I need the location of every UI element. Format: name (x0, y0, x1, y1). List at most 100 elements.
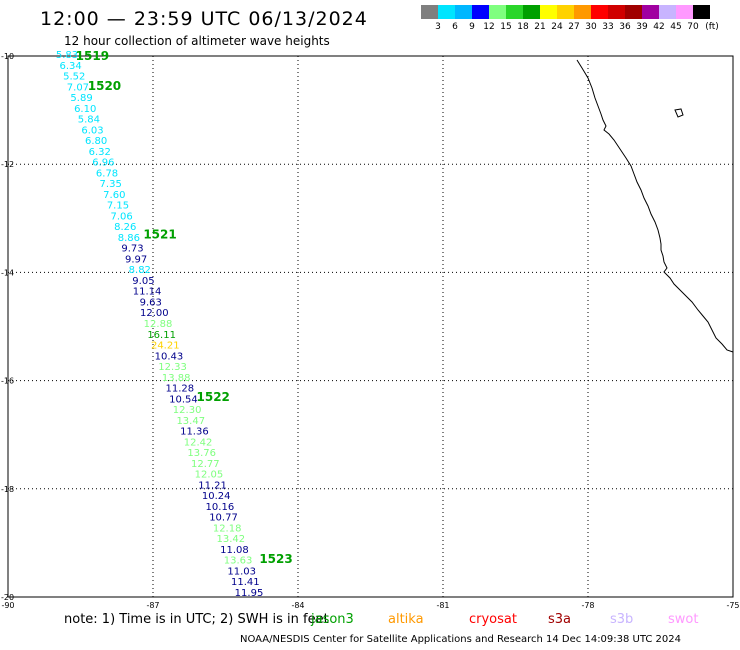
lat-tick-label: -12 (1, 160, 14, 169)
wave-height-value: 13.47 (176, 416, 205, 427)
wave-height-value: 12.33 (158, 362, 187, 373)
legend-label: 3 (435, 22, 441, 32)
legend-swatch (540, 5, 557, 19)
wave-height-value: 11.08 (220, 545, 249, 556)
wave-height-value: 13.76 (187, 448, 216, 459)
wave-height-value: 5.52 (63, 72, 85, 83)
orbit-time-label: 1523 (259, 552, 292, 566)
lat-tick-label: -20 (1, 593, 14, 602)
satellite-label-s3b: s3b (610, 612, 634, 627)
legend-swatch (489, 5, 506, 19)
orbit-time-label: 1520 (88, 79, 121, 93)
legend-label: 27 (568, 22, 580, 32)
orbit-time-label: 1522 (197, 390, 230, 404)
footnote: note: 1) Time is in UTC; 2) SWH is in fe… (64, 612, 329, 627)
legend-swatch (574, 5, 591, 19)
wave-height-value: 6.10 (74, 104, 96, 115)
wave-height-value: 7.06 (110, 211, 132, 222)
legend-label: 18 (517, 22, 529, 32)
legend-swatch (642, 5, 659, 19)
legend-label: 24 (551, 22, 563, 32)
legend-swatch (608, 5, 625, 19)
wave-height-value: 7.60 (103, 190, 125, 201)
wave-height-value: 10.54 (169, 394, 198, 405)
wave-height-value: 12.42 (184, 437, 213, 448)
satellite-label-jason3: jason3 (311, 612, 354, 627)
wave-height-value: 10.24 (202, 491, 231, 502)
legend-swatch (455, 5, 472, 19)
wave-height-value: 10.77 (209, 513, 238, 524)
wave-height-value: 7.15 (107, 201, 129, 212)
wave-height-value: 16.11 (147, 330, 176, 341)
legend-swatch (472, 5, 489, 19)
satellite-label-s3a: s3a (548, 612, 572, 627)
wave-height-value: 6.34 (60, 61, 82, 72)
lon-tick-label: -75 (726, 601, 739, 610)
wave-height-value: 6.80 (85, 136, 107, 147)
wave-height-value: 12.77 (191, 459, 220, 470)
lon-tick-label: -84 (291, 601, 304, 610)
legend-swatch (591, 5, 608, 19)
island (674, 108, 684, 118)
wave-height-value: 6.96 (92, 158, 114, 169)
legend-label: 36 (619, 22, 631, 32)
map-title: 12:00 — 23:59 UTC 06/13/2024 (40, 8, 368, 30)
wave-height-value: 6.32 (89, 147, 111, 158)
legend-swatch (693, 5, 710, 19)
lat-tick-label: -18 (1, 485, 14, 494)
map-subtitle: 12 hour collection of altimeter wave hei… (64, 34, 330, 48)
legend-swatch (676, 5, 693, 19)
legend-label: 30 (585, 22, 597, 32)
wave-height-value: 8.86 (118, 233, 140, 244)
wave-height-value: 5.84 (78, 115, 100, 126)
coastline (576, 59, 734, 353)
wave-height-value: 10.43 (155, 351, 184, 362)
wave-height-value: 9.97 (125, 254, 147, 265)
wave-height-value: 13.42 (216, 534, 245, 545)
satellite-label-cryosat: cryosat (469, 612, 517, 627)
wave-height-value: 8.26 (114, 222, 136, 233)
legend-swatch (659, 5, 676, 19)
legend-swatch (523, 5, 540, 19)
credit-line: NOAA/NESDIS Center for Satellite Applica… (240, 634, 682, 645)
wave-height-value: 5.89 (70, 93, 92, 104)
legend-swatch (557, 5, 574, 19)
satellite-label-swot: swot (668, 612, 699, 627)
legend-label: 70 (687, 22, 699, 32)
wave-height-value: 11.41 (231, 577, 260, 588)
lat-tick-label: -14 (1, 268, 14, 277)
wave-height-value: 10.16 (206, 502, 235, 513)
lon-tick-label: -90 (1, 601, 14, 610)
wave-height-value: 11.36 (180, 427, 209, 438)
legend-swatch (421, 5, 438, 19)
wave-height-value: 8.82 (129, 265, 151, 276)
wave-height-value: 12.30 (173, 405, 202, 416)
wave-height-value: 12.18 (213, 523, 242, 534)
wave-height-value: 12.00 (140, 308, 169, 319)
legend-label: 15 (500, 22, 512, 32)
wave-height-value: 11.95 (235, 588, 264, 599)
wave-height-value: 11.14 (133, 287, 162, 298)
lat-tick-label: -10 (1, 52, 14, 61)
legend-label: 45 (670, 22, 682, 32)
legend-label: 39 (636, 22, 648, 32)
orbit-time-label: 1521 (143, 228, 176, 242)
legend-swatch (438, 5, 455, 19)
wave-height-value: 7.35 (100, 179, 122, 190)
wave-height-value: 11.03 (227, 566, 256, 577)
legend-swatch (625, 5, 642, 19)
legend-label: 33 (602, 22, 614, 32)
legend-label: 9 (469, 22, 475, 32)
legend-swatch (506, 5, 523, 19)
wave-height-value: 11.28 (166, 384, 195, 395)
wave-height-value: 24.21 (151, 341, 180, 352)
orbit-time-label: 1519 (76, 49, 109, 63)
lat-tick-label: -16 (1, 377, 14, 386)
wave-height-value: 11.21 (198, 480, 227, 491)
legend-label: 21 (534, 22, 546, 32)
map-frame (7, 55, 734, 598)
wave-height-value: 5.83 (56, 50, 78, 61)
wave-height-value: 12.05 (195, 470, 224, 481)
legend-unit: (ft) (705, 22, 719, 32)
